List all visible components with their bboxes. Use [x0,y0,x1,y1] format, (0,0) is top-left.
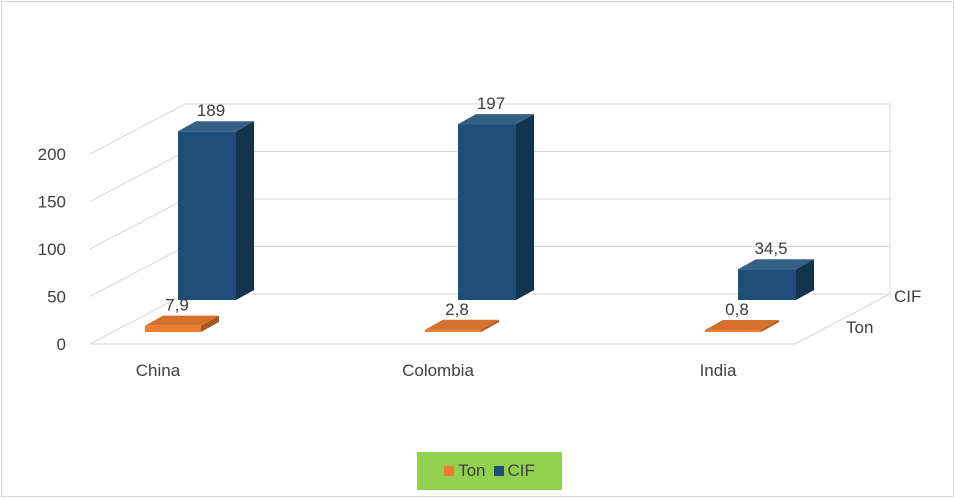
bar-top-cif-india [738,259,814,270]
legend-swatch-ton [444,466,455,476]
y-tick-label-1: 50 [47,288,66,307]
bar-side-cif-colombia [516,114,534,300]
legend: Ton CIF [417,452,562,490]
bars [145,114,814,332]
bar-front-cif-colombia [458,124,516,300]
y-tick-label-2: 100 [38,240,66,259]
gridline-diag-2 [89,198,186,250]
bar-top-cif-colombia [458,114,534,125]
bar-front-ton-colombia [425,329,481,332]
legend-item-ton: Ton [444,461,486,481]
legend-label-cif: CIF [507,461,535,480]
bar-top-ton-colombia [425,319,499,330]
bar-side-cif-china [236,121,254,301]
y-tick-label-4: 200 [38,145,66,164]
bar-side-ton-india [761,320,779,332]
gridlines [89,103,891,345]
bar-side-ton-colombia [481,319,499,332]
bar-side-cif-india [796,259,814,300]
bar-front-ton-china [145,325,201,332]
legend-item-cif: CIF [493,461,535,481]
data-label-cif-india: 34,5 [754,239,787,258]
bar-top-ton-india [705,320,779,330]
depth-label-cif: CIF [894,287,921,306]
bar-front-cif-china [178,131,236,300]
data-label-ton-colombia: 2,8 [445,300,469,319]
y-tick-label-3: 150 [38,193,66,212]
bar-top-cif-china [178,121,254,132]
data-label-ton-india: 0,8 [725,300,749,319]
gridline-diag-1 [89,246,186,297]
bar-front-cif-india [738,269,796,300]
depth-label-ton: Ton [846,318,873,337]
gridline-diag-4 [89,103,186,155]
bar-side-ton-china [201,315,219,332]
bar-top-ton-china [145,315,219,326]
labels: 7,9 189 China 2,8 197 Colombia 0,8 34,5 India CIF… [136,94,922,380]
floor-right-edge [794,293,891,345]
legend-label-ton: Ton [458,461,486,480]
data-label-cif-china: 189 [197,101,225,120]
category-label-china: China [136,361,181,380]
category-label-india: India [700,361,737,380]
gridline-diag-0 [89,293,186,345]
y-axis: 0 50 100 150 200 [38,145,66,354]
bar-front-ton-india [705,330,761,332]
data-label-cif-colombia: 197 [477,94,505,113]
category-label-colombia: Colombia [402,361,474,380]
legend-swatch-cif [493,466,504,476]
y-tick-label-0: 0 [57,335,66,354]
data-label-ton-china: 7,9 [165,296,189,315]
gridline-diag-3 [89,151,186,202]
